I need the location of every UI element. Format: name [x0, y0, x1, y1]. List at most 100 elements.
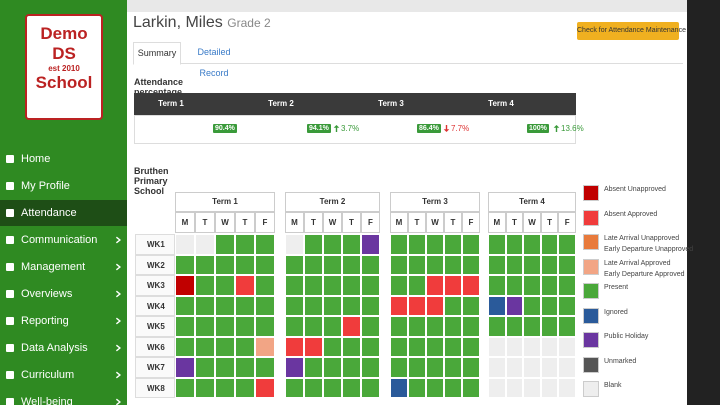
screen-edge: [687, 0, 720, 405]
attendance-cell: [175, 316, 195, 337]
attendance-cell: [195, 336, 215, 357]
nav-item[interactable]: Overviews: [0, 281, 127, 307]
attendance-cell: [488, 336, 506, 357]
nav-item[interactable]: Home: [0, 146, 127, 172]
attendance-cell: [390, 295, 408, 316]
attendance-cell: [323, 275, 342, 296]
nav-icon: [6, 155, 14, 163]
attendance-cell: [195, 254, 215, 275]
nav-item[interactable]: My Profile: [0, 173, 127, 199]
nav-item[interactable]: Curriculum: [0, 362, 127, 388]
attendance-cell: [361, 336, 380, 357]
top-bar: [127, 0, 687, 12]
nav-item[interactable]: Reporting: [0, 308, 127, 334]
attendance-cell: [235, 295, 255, 316]
attendance-cell: [523, 357, 541, 378]
attendance-cell: [444, 295, 462, 316]
legend-label: Present: [604, 284, 629, 291]
nav-item[interactable]: Management: [0, 254, 127, 280]
attendance-cell: [255, 357, 275, 378]
nav-item[interactable]: Data Analysis: [0, 335, 127, 361]
student-header: Larkin, Miles Grade 2: [133, 14, 271, 32]
attendance-cell: [462, 316, 480, 337]
legend-label: Ignored: [604, 308, 628, 316]
attendance-cell: [426, 275, 444, 296]
day-header: M: [175, 212, 195, 233]
grid-term-header: Term 4: [488, 192, 576, 212]
day-header: M: [285, 212, 304, 233]
attendance-cell: [215, 357, 235, 378]
term-header: Term 4: [488, 99, 514, 108]
day-header: W: [523, 212, 541, 233]
week-label: WK6: [135, 336, 175, 357]
tab-active[interactable]: Summary: [133, 42, 181, 65]
attendance-cell: [235, 316, 255, 337]
attendance-cell: [215, 336, 235, 357]
logo-text: Demo: [40, 24, 88, 43]
attendance-cell: [304, 357, 323, 378]
attendance-cell: [255, 377, 275, 398]
attendance-cell: [361, 377, 380, 398]
nav-icon: [6, 371, 14, 379]
week-label: WK2: [135, 254, 175, 275]
attendance-cell: [323, 377, 342, 398]
attendance-cell: [444, 336, 462, 357]
nav-icon: [6, 182, 14, 190]
attendance-cell: [540, 254, 559, 275]
nav-icon: [6, 263, 14, 271]
nav-item[interactable]: Attendance: [0, 200, 127, 226]
attendance-cell: [235, 377, 255, 398]
attendance-cell: [505, 357, 524, 378]
attendance-cell: [505, 336, 524, 357]
attendance-cell: [462, 234, 480, 255]
day-header: M: [390, 212, 408, 233]
maintenance-button[interactable]: Check for Attendance Maintenance: [577, 22, 686, 40]
nav-item[interactable]: Well-being: [0, 389, 127, 415]
attendance-cell: [175, 234, 195, 255]
nav-label: Reporting: [21, 315, 69, 327]
attendance-cell: [255, 316, 275, 337]
change: 3.7%: [341, 124, 360, 133]
attendance-cell: [444, 357, 462, 378]
attendance-cell: [390, 316, 408, 337]
grid-term-header: Term 1: [175, 192, 275, 212]
attendance-cell: [323, 254, 342, 275]
attendance-cell: [235, 254, 255, 275]
attendance-cell: [426, 316, 444, 337]
attendance-cell: [408, 377, 426, 398]
attendance-cell: [175, 336, 195, 357]
week-label: WK8: [135, 377, 175, 398]
attendance-cell: [523, 316, 541, 337]
nav-label: Attendance: [21, 207, 77, 219]
day-header: W: [426, 212, 444, 233]
attendance-cell: [195, 357, 215, 378]
arrow-up: [333, 125, 340, 132]
legend-label: Early Departure Approved: [604, 270, 685, 278]
attendance-cell: [444, 275, 462, 296]
day-header: T: [195, 212, 215, 233]
attendance-cell: [342, 316, 361, 337]
attendance-cell: [323, 357, 342, 378]
attendance-cell: [342, 357, 361, 378]
chevron: [115, 236, 122, 244]
attendance-cell: [426, 234, 444, 255]
attendance-cell: [426, 357, 444, 378]
attendance-cell: [304, 234, 323, 255]
day-header: T: [444, 212, 462, 233]
attendance-cell: [285, 377, 304, 398]
day-header: T: [540, 212, 559, 233]
tab[interactable]: Detailed Record: [197, 47, 231, 78]
attendance-cell: [255, 254, 275, 275]
attendance-cell: [444, 377, 462, 398]
attendance-cell: [323, 295, 342, 316]
nav-label: Communication: [21, 234, 98, 246]
nav-item[interactable]: Communication: [0, 227, 127, 253]
nav-label: Overviews: [21, 288, 73, 300]
attendance-cell: [361, 316, 380, 337]
nav-label: Home: [21, 153, 51, 165]
attendance-cell: [540, 336, 559, 357]
nav-label: Data Analysis: [21, 342, 88, 354]
legend-label: Absent Approved: [604, 210, 658, 218]
attendance-cell: [408, 275, 426, 296]
percent-badge: 90.4%: [213, 124, 237, 133]
